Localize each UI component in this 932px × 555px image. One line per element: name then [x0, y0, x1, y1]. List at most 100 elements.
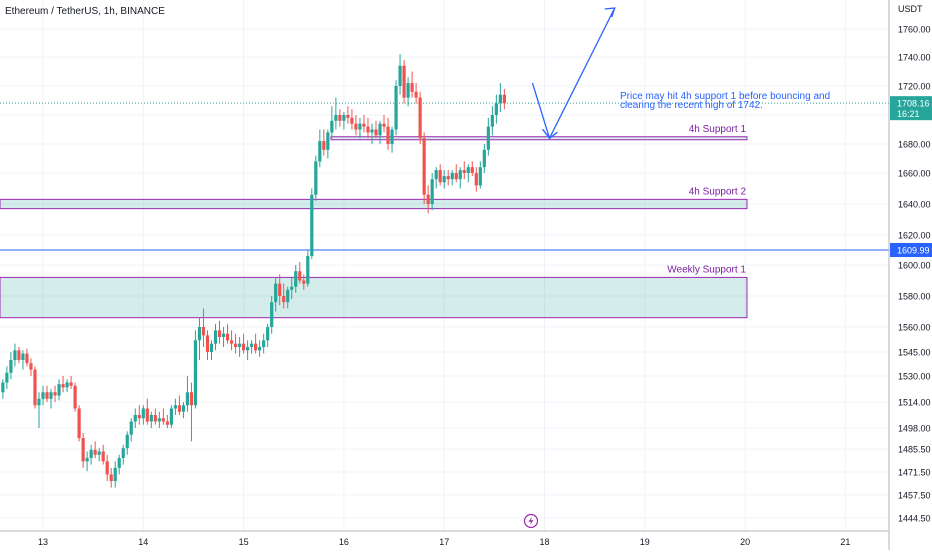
candle-body: [17, 350, 21, 360]
price-tick-label: 1485.50: [898, 445, 931, 455]
candle-body: [390, 129, 394, 144]
note-text-line2: clearing the recent high of 1742.: [620, 100, 763, 111]
candle-body: [65, 382, 69, 388]
candle-body: [209, 343, 214, 352]
candle-body: [318, 141, 322, 162]
candle-body: [354, 123, 358, 130]
candle-body: [246, 347, 250, 351]
candle-body: [362, 123, 366, 127]
candle-body: [137, 415, 141, 419]
price-tick-label: 1620.00: [898, 231, 931, 241]
candle-body: [1, 382, 5, 393]
candle-body: [434, 170, 438, 180]
candle-countdown: 16:21: [897, 109, 920, 119]
candle-body: [141, 408, 145, 419]
price-tick-label: 1740.00: [898, 53, 931, 63]
candle-body: [189, 392, 194, 406]
candle-body: [286, 289, 290, 303]
candle-body: [33, 369, 37, 406]
candle-body: [298, 271, 302, 281]
candle-body: [442, 176, 446, 183]
candle-body: [233, 343, 238, 347]
candle-body: [25, 353, 29, 364]
candle-body: [169, 408, 173, 425]
date-tick-label: 13: [38, 537, 48, 547]
price-tick-label: 1560.00: [898, 323, 931, 333]
date-tick-label: 16: [339, 537, 349, 547]
candle-body: [73, 385, 77, 409]
candle-body: [294, 271, 298, 287]
candle-body: [282, 296, 286, 303]
candle-body: [370, 129, 374, 133]
current-price-value: 1708.16: [897, 99, 930, 109]
candle-body: [197, 327, 202, 341]
candle-body: [454, 173, 458, 180]
candle-body: [242, 343, 246, 351]
candle-body: [358, 123, 362, 130]
candle-body: [109, 474, 113, 482]
candle-body: [181, 405, 186, 412]
date-tick-label: 14: [138, 537, 148, 547]
candle-body: [262, 340, 266, 347]
candle-body: [221, 333, 226, 337]
candle-body: [418, 97, 422, 139]
candle-body: [426, 194, 430, 204]
candle-body: [193, 340, 198, 406]
candle-body: [374, 129, 378, 136]
line-price-value: 1609.99: [897, 246, 930, 256]
current-price-tag: [890, 96, 932, 121]
candle-body: [310, 194, 314, 256]
price-tick-label: 1660.00: [898, 169, 931, 179]
candle-body: [346, 115, 350, 118]
candle-body: [41, 392, 45, 399]
candle-body: [458, 170, 462, 180]
date-tick-label: 20: [740, 537, 750, 547]
candle-body: [470, 167, 474, 173]
candle-body: [254, 343, 258, 351]
support-zone[interactable]: [0, 198, 748, 210]
candle-body: [29, 363, 33, 370]
candle-body: [173, 405, 177, 409]
support-zone-label: 4h Support 1: [689, 124, 747, 135]
candle-body: [217, 330, 222, 337]
candle-body: [9, 360, 13, 373]
candle-body: [37, 398, 41, 406]
candle-body: [161, 418, 165, 422]
support-zone[interactable]: [0, 276, 748, 319]
candle-body: [97, 451, 101, 455]
candle-body: [422, 138, 426, 195]
candle-body: [85, 458, 89, 462]
candle-body: [57, 384, 61, 396]
date-tick-label: 19: [640, 537, 650, 547]
candle-body: [394, 86, 398, 130]
date-tick-label: 15: [239, 537, 249, 547]
candle-body: [350, 117, 354, 124]
candle-body: [398, 65, 402, 86]
candle-body: [250, 343, 254, 347]
candle-body: [342, 115, 346, 121]
candle-body: [153, 415, 157, 422]
price-tick-label: 1760.00: [898, 25, 931, 35]
price-tick-label: 1444.50: [898, 514, 931, 524]
candle-body: [13, 350, 17, 360]
candle-body: [201, 327, 206, 336]
price-tick-label: 1600.00: [898, 261, 931, 271]
candle-body: [494, 103, 498, 115]
candle-body: [326, 132, 330, 150]
candle-body: [77, 408, 81, 439]
flash-icon[interactable]: [523, 513, 539, 529]
candle-body: [430, 179, 434, 204]
symbol-title: Ethereum / TetherUS, 1h, BINANCE: [5, 6, 165, 17]
candle-body: [133, 415, 137, 422]
candle-body: [225, 333, 230, 341]
candle-body: [486, 126, 490, 150]
candle-body: [101, 451, 105, 462]
support-zone[interactable]: [330, 136, 748, 141]
candle-body: [290, 286, 294, 290]
candle-body: [129, 421, 133, 435]
candle-body: [302, 280, 306, 284]
candle-body: [322, 141, 326, 150]
candle-body: [406, 83, 410, 98]
